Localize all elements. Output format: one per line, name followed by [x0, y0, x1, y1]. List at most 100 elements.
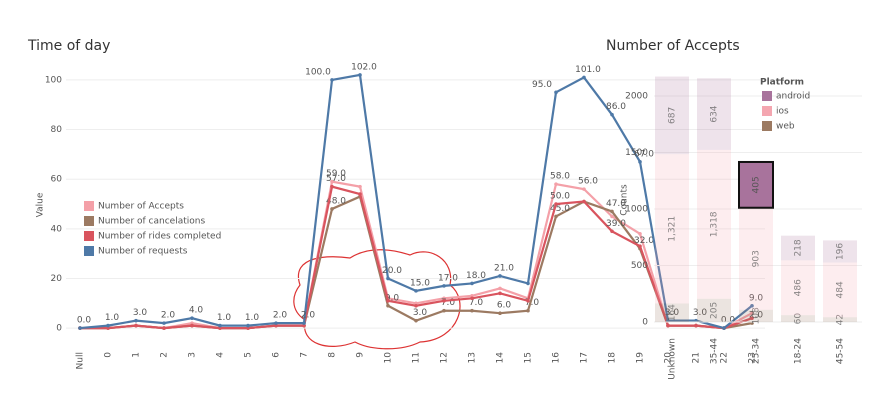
x-tick-label: 15	[524, 352, 534, 363]
data-label: 50.0	[550, 192, 570, 202]
segment-label: 486	[794, 279, 804, 296]
point	[134, 323, 138, 328]
annotation-circle	[293, 249, 461, 350]
y-tick-label: 20	[51, 274, 63, 284]
legend-swatch	[84, 231, 94, 241]
y-tick-label: 80	[51, 125, 63, 135]
point	[274, 323, 278, 328]
data-label: 17.0	[438, 273, 458, 283]
segment-label: 164	[668, 304, 678, 321]
point	[554, 90, 558, 95]
legend-label: Number of Accepts	[98, 202, 184, 212]
point	[218, 323, 222, 328]
data-label: 1.0	[217, 313, 232, 323]
point	[554, 214, 558, 219]
point	[526, 281, 530, 286]
data-label: 100.0	[305, 67, 331, 77]
bar-segment	[738, 160, 774, 209]
x-tick-label: 3	[188, 352, 198, 358]
point	[274, 321, 278, 325]
x-tick-label: 19	[636, 352, 646, 364]
data-label: 39.0	[606, 219, 626, 229]
point	[302, 323, 306, 328]
data-label: 86.0	[606, 102, 626, 112]
data-label: 102.0	[351, 62, 377, 72]
point	[106, 323, 110, 328]
point	[610, 214, 614, 219]
data-label: 15.0	[410, 278, 430, 288]
legend-swatch	[762, 121, 772, 131]
x-tick-label: 14	[496, 352, 506, 364]
x-tick-label: 8	[328, 352, 338, 358]
point	[246, 323, 250, 328]
segment-label: 205	[710, 302, 720, 319]
x-tick-label: 5	[244, 352, 254, 358]
x-tick-label: 45-54	[836, 338, 846, 364]
point	[190, 323, 194, 328]
point	[442, 308, 446, 313]
data-label: 6.0	[497, 301, 512, 311]
y-tick-label: 60	[51, 175, 63, 185]
segment-label: 60	[794, 313, 804, 325]
bar-segment	[781, 235, 815, 261]
legend-label: web	[776, 122, 795, 132]
data-label: 2.0	[749, 311, 764, 321]
point	[470, 296, 474, 301]
segment-label: 484	[836, 281, 846, 298]
y-tick-label: 500	[631, 261, 648, 271]
point	[358, 73, 362, 77]
data-label: 56.0	[578, 177, 598, 187]
chart-title: Number of Accepts	[606, 38, 740, 54]
segment-label: 1,321	[668, 216, 678, 242]
point	[330, 78, 334, 82]
legend-label: android	[776, 92, 810, 102]
x-tick-label: 35-44	[710, 338, 720, 364]
point	[582, 187, 586, 191]
legend-swatch	[84, 201, 94, 211]
point	[582, 75, 586, 80]
point	[526, 308, 530, 313]
x-tick-label: 1	[132, 352, 142, 358]
point	[750, 316, 754, 320]
bar-segment	[655, 154, 689, 304]
point	[554, 202, 558, 206]
point	[414, 289, 418, 293]
data-label: 1.0	[105, 313, 120, 323]
point	[358, 192, 362, 196]
point	[498, 286, 502, 291]
data-label: 48.0	[326, 196, 346, 206]
point	[330, 184, 334, 189]
bar-segment	[739, 309, 773, 322]
data-label: 67.0	[634, 149, 654, 159]
x-tick-label: 18-24	[794, 338, 804, 364]
segment-label: 108	[752, 307, 762, 324]
point	[638, 160, 642, 164]
data-label: 7.0	[525, 298, 540, 308]
data-label: 9.0	[749, 293, 764, 303]
legend-label: Number of requests	[98, 247, 188, 257]
point	[498, 291, 502, 296]
point	[414, 318, 418, 323]
x-tick-label: 6	[272, 352, 282, 358]
y-tick-label: 0	[56, 324, 62, 334]
point	[554, 182, 558, 186]
point	[722, 326, 726, 330]
data-label: 2.0	[161, 311, 176, 321]
x-tick-label: 21	[692, 352, 702, 363]
x-tick-label: 7	[300, 352, 310, 358]
x-tick-label: 22	[720, 352, 730, 363]
x-tick-label: 12	[440, 352, 450, 363]
point	[414, 301, 418, 306]
legend-label: Number of cancelations	[98, 217, 205, 227]
point	[302, 321, 306, 325]
point	[526, 298, 530, 303]
data-label: 47.0	[606, 199, 626, 209]
point	[218, 326, 222, 330]
x-tick-label: 23	[748, 352, 758, 363]
segment-label: 42	[836, 314, 846, 325]
chart-title: Time of day	[27, 38, 110, 54]
data-label: 2.0	[273, 311, 288, 321]
legend-label: Number of rides completed	[98, 232, 221, 242]
x-tick-label: 13	[468, 352, 478, 363]
x-tick-label: 18	[608, 352, 618, 364]
